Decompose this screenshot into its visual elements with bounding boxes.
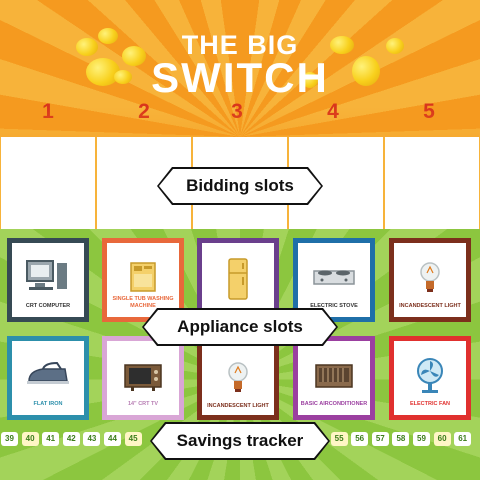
electric-fan-icon [417, 358, 443, 393]
bidding-slots-callout: Bidding slots [159, 169, 321, 203]
savings-tracker: 39 40 41 42 43 44 45 55 56 57 58 59 60 61 [0, 432, 480, 452]
savings-tick: 56 [351, 432, 369, 446]
bidding-slot-1[interactable] [1, 137, 95, 229]
washing-machine-icon [130, 262, 156, 292]
savings-tick: 57 [371, 432, 389, 446]
light-bulb-icon [228, 362, 248, 392]
appliance-card-electric-fan[interactable]: ELECTRIC FAN [389, 336, 471, 420]
savings-tick: 61 [454, 432, 472, 446]
slot-number: 5 [423, 100, 435, 123]
header-banner: THE BIG SWITCH 1 2 3 4 5 [0, 0, 480, 137]
flat-iron-icon [27, 361, 69, 384]
aircon-icon [315, 364, 353, 388]
appliance-card-incandescent-light-2[interactable]: INCANDESCENT LIGHT [197, 336, 279, 420]
appliance-label: ELECTRIC FAN [409, 400, 451, 407]
savings-tick: 55 [330, 432, 348, 446]
savings-tick: 60 [433, 432, 451, 446]
slot-number: 2 [138, 100, 150, 123]
crt-computer-icon [26, 260, 67, 290]
savings-tick: 59 [413, 432, 430, 446]
game-title-line2: SWITCH [151, 54, 329, 101]
savings-tick: 42 [62, 432, 80, 446]
coin-icon [302, 72, 318, 88]
appliance-label: BASIC AIRCONDITIONER [300, 400, 368, 407]
game-title-line1: THE BIG [181, 30, 299, 60]
appliance-label: INCANDESCENT LIGHT [207, 402, 269, 409]
coin-icon [352, 56, 380, 86]
appliance-label: SINGLE TUB WASHING MACHINE [112, 296, 174, 309]
crt-tv-icon [124, 364, 162, 391]
savings-tick: 43 [83, 432, 101, 446]
slot-number: 1 [42, 100, 54, 123]
appliance-card-flat-iron[interactable]: FLAT IRON [7, 336, 89, 420]
coin-icon [114, 70, 132, 84]
coin-icon [122, 46, 146, 66]
slot-number: 3 [231, 100, 243, 123]
slot-number: 4 [327, 100, 339, 123]
savings-tick: 44 [104, 432, 121, 446]
refrigerator-icon [228, 258, 248, 300]
savings-tick: 39 [1, 432, 18, 446]
savings-tick: 40 [21, 432, 39, 446]
appliance-card-crt-computer[interactable]: CRT COMPUTER [7, 238, 89, 322]
appliance-card-crt-tv[interactable]: 14" CRT TV [102, 336, 184, 420]
appliance-slots-callout: Appliance slots [144, 310, 336, 344]
appliance-label: INCANDESCENT LIGHT [399, 302, 461, 309]
coin-icon [98, 28, 118, 44]
coin-icon [386, 38, 404, 54]
savings-tick: 45 [124, 432, 142, 446]
appliance-label: CRT COMPUTER [25, 302, 71, 309]
savings-tick: 41 [42, 432, 60, 446]
light-bulb-icon [420, 262, 440, 292]
appliance-card-aircon[interactable]: BASIC AIRCONDITIONER [293, 336, 375, 420]
savings-tracker-callout: Savings tracker [152, 424, 328, 458]
electric-stove-icon [313, 270, 355, 285]
coin-icon [330, 36, 354, 54]
appliance-label: ELECTRIC STOVE [310, 302, 358, 309]
savings-tick: 58 [392, 432, 410, 446]
coin-icon [86, 58, 120, 86]
bidding-slot-5[interactable] [385, 137, 479, 229]
coin-icon [76, 38, 98, 56]
appliance-label: FLAT IRON [33, 400, 63, 407]
appliance-label: 14" CRT TV [127, 400, 159, 407]
appliance-card-incandescent-light[interactable]: INCANDESCENT LIGHT [389, 238, 471, 322]
